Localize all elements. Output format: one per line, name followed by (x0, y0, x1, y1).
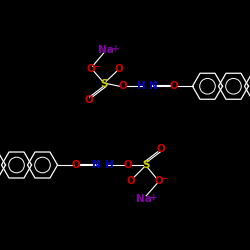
Text: O: O (84, 95, 93, 105)
Text: S: S (100, 79, 108, 89)
Text: H: H (104, 160, 113, 170)
Text: +: + (112, 44, 120, 53)
Text: +: + (150, 193, 158, 202)
Text: S: S (142, 160, 150, 170)
Text: −: − (161, 174, 168, 183)
Text: O: O (170, 81, 178, 91)
Text: O: O (114, 64, 123, 74)
Text: Na: Na (136, 194, 152, 204)
Text: O: O (154, 176, 163, 186)
Text: O: O (127, 176, 136, 186)
Text: O: O (72, 160, 80, 170)
Text: N: N (150, 81, 158, 91)
Text: H: H (138, 81, 146, 91)
Text: −: − (94, 62, 100, 71)
Text: O: O (157, 144, 166, 154)
Text: N: N (92, 160, 101, 170)
Text: O: O (118, 81, 127, 91)
Text: O: O (123, 160, 132, 170)
Text: O: O (87, 64, 96, 74)
Text: Na: Na (98, 45, 114, 55)
